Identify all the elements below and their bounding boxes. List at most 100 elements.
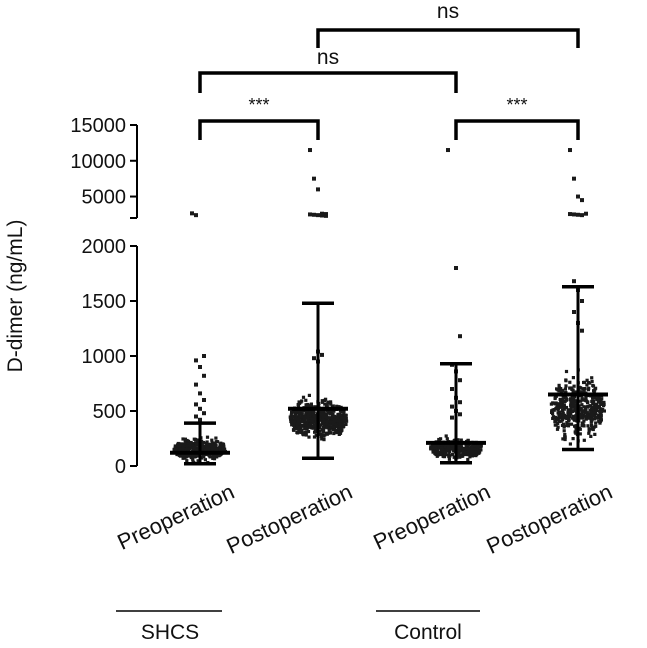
data-point [338,425,342,429]
data-point [300,399,304,403]
data-point [212,453,216,457]
outlier-point [198,417,202,422]
outlier-point [572,176,576,181]
data-point [552,408,556,412]
data-point [468,455,472,459]
data-point [582,380,586,385]
data-point [567,418,571,422]
data-point [439,437,443,441]
data-point [176,445,180,449]
outlier-point [198,365,202,369]
data-point [306,415,310,420]
data-point [314,429,318,433]
outlier-point [198,406,202,411]
significance-label: *** [248,95,269,115]
data-point [173,444,177,448]
data-point [319,423,323,427]
data-point [306,413,310,417]
data-point [324,425,329,429]
data-point [589,434,593,438]
outlier-point [308,148,312,153]
data-point [200,442,204,446]
data-point [461,447,465,451]
data-point [585,405,590,409]
data-point [312,435,317,439]
data-point [308,404,312,408]
data-point [339,429,343,433]
data-point [573,403,577,407]
outlier-point [572,279,576,284]
data-point [564,384,568,388]
data-point [602,409,606,413]
data-point [581,387,585,391]
data-point [452,444,456,448]
data-point [194,442,198,446]
data-point [477,450,481,454]
data-point [589,411,593,415]
data-point [182,443,186,447]
data-point [571,398,575,402]
data-point [560,418,565,422]
outlier-point [572,212,576,217]
data-point [557,414,561,418]
data-point [559,403,564,407]
data-point [308,422,313,426]
data-point [328,431,332,435]
data-point [437,450,442,454]
data-point [594,402,598,406]
data-point [569,422,574,426]
data-point [207,447,211,451]
data-point [330,417,334,421]
data-point [593,404,597,409]
data-point [568,442,572,446]
data-point [325,432,329,436]
data-point [322,413,326,417]
data-point [597,419,601,423]
data-point [290,410,294,414]
data-point [221,447,225,451]
data-point [466,452,470,457]
data-point [561,437,565,441]
data-point [572,384,576,388]
data-point [456,453,461,458]
data-point [336,412,340,416]
data-point [587,427,591,431]
data-point [305,423,309,427]
data-point [323,433,327,437]
data-point [592,399,596,404]
data-point [321,400,325,404]
data-point [339,427,343,431]
data-point [590,379,594,384]
y-tick-label: 5000 [82,187,127,209]
data-point [210,438,214,442]
data-point [569,386,573,390]
data-point [561,411,565,415]
data-point [325,403,329,407]
data-point [450,453,454,457]
data-point [463,450,467,454]
data-point [601,407,605,411]
data-point [574,416,578,420]
data-point [550,409,554,413]
significance-bracket [198,119,320,140]
data-point [331,404,335,408]
category-label: Preoperation [113,479,238,555]
data-point [450,444,454,448]
data-point [585,378,589,382]
data-point [328,412,333,416]
data-point [584,397,588,401]
data-point [341,425,345,429]
outlier-point [568,212,572,217]
outlier-point [580,299,584,303]
data-point [556,406,560,410]
data-point [479,444,483,448]
outlier-point [312,176,316,181]
data-point [336,430,340,434]
data-point [301,415,305,419]
data-point [295,415,299,419]
data-point [342,409,346,414]
data-point [569,402,573,406]
data-point [456,438,460,442]
data-point [584,417,588,421]
y-tick-label: 0 [115,456,126,478]
